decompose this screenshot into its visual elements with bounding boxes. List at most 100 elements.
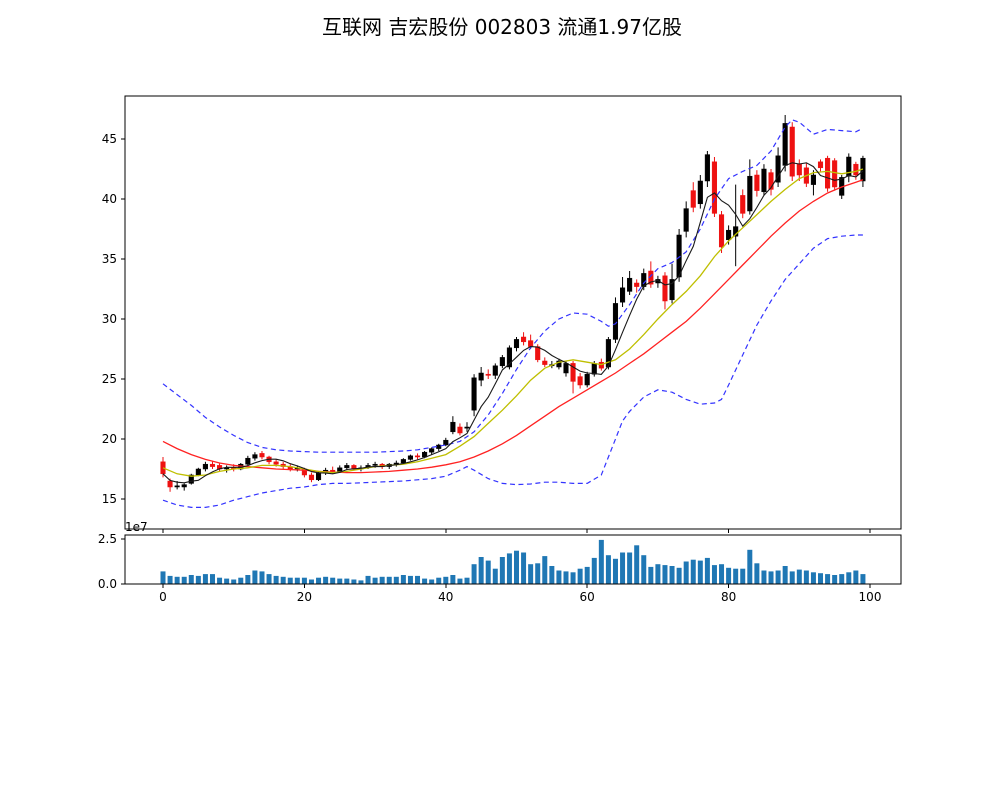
candle-body — [443, 439, 449, 446]
volume-bar — [832, 575, 838, 584]
volume-bar — [556, 570, 562, 584]
candle-body — [195, 468, 201, 476]
price-tick-label: 15 — [102, 492, 117, 506]
band-upper-line — [162, 119, 864, 453]
ma-mid-line — [162, 168, 864, 477]
volume-bar — [542, 556, 548, 584]
volume-bar — [740, 568, 746, 584]
candle-body — [407, 455, 413, 460]
candle-body — [273, 461, 279, 465]
volume-bar — [655, 564, 661, 584]
volume-bar — [810, 572, 816, 584]
volume-bar — [259, 571, 265, 584]
price-plot-content — [160, 115, 866, 508]
volume-bar — [506, 553, 512, 584]
volume-bar — [563, 571, 569, 584]
candle-body — [252, 454, 258, 459]
candle-body — [513, 339, 520, 349]
volume-bar — [853, 570, 859, 584]
volume-scale-label: 1e7 — [125, 520, 148, 534]
candle-body — [521, 336, 527, 343]
volume-axes-border — [124, 534, 902, 585]
volume-bar — [231, 579, 237, 584]
volume-bar — [733, 568, 739, 584]
volume-bar — [754, 563, 760, 584]
volume-bar — [627, 552, 633, 584]
volume-bar — [436, 577, 442, 584]
candle-body — [528, 340, 534, 347]
volume-bar — [450, 575, 456, 584]
candle-body — [810, 174, 816, 185]
volume-bar — [634, 545, 640, 584]
candle-body — [542, 360, 548, 365]
volume-bar — [704, 557, 710, 584]
candle-body — [344, 465, 350, 469]
volume-bar — [478, 557, 484, 584]
candle-body — [563, 363, 569, 374]
x-tick-label: 40 — [438, 590, 453, 604]
volume-bar — [775, 570, 781, 584]
candle-body — [605, 339, 611, 368]
volume-axes: 0 20 40 60 80 100 0.0 2.5 1e7 — [98, 520, 902, 604]
candle-body — [202, 463, 208, 470]
candle-body — [634, 282, 640, 287]
ma-long-line — [162, 179, 864, 474]
volume-bar — [294, 577, 300, 584]
price-tick-label: 35 — [102, 252, 117, 266]
volume-bar — [620, 552, 626, 584]
volume-bar — [492, 568, 498, 584]
x-tick-label: 60 — [580, 590, 595, 604]
volume-bar — [238, 577, 244, 584]
volume-bar — [202, 574, 208, 584]
candle-body — [174, 485, 180, 488]
volume-bar — [273, 575, 279, 584]
candle-body — [676, 234, 682, 278]
volume-bar — [372, 577, 378, 584]
candle-body — [669, 279, 675, 301]
volume-bar — [400, 575, 406, 584]
volume-bar — [393, 576, 399, 584]
volume-bar — [266, 574, 272, 584]
candle-body — [471, 377, 477, 411]
price-tick-label: 40 — [102, 192, 117, 206]
volume-bar — [422, 578, 428, 584]
volume-bar — [612, 558, 618, 584]
volume-bar — [803, 570, 809, 584]
candle-body — [662, 275, 668, 302]
volume-bar — [669, 566, 675, 584]
volume-plot-content — [160, 539, 866, 584]
candle-body — [478, 372, 484, 381]
volume-bar — [308, 579, 314, 584]
candle-body — [718, 214, 725, 248]
price-tick-label: 20 — [102, 432, 117, 446]
volume-bar — [761, 570, 767, 584]
price-tick-label: 30 — [102, 312, 117, 326]
volume-bar — [323, 576, 329, 584]
volume-bar — [174, 576, 180, 584]
volume-bar — [605, 555, 611, 584]
candle-body — [464, 426, 470, 429]
candle-body — [620, 287, 626, 303]
candle-body — [789, 126, 795, 177]
volume-bar — [676, 567, 682, 584]
volume-bar — [471, 564, 477, 584]
candle-body — [450, 421, 456, 433]
candle-body — [485, 373, 491, 376]
candle-body — [209, 463, 216, 467]
candle-body — [181, 484, 187, 488]
volume-bar — [598, 539, 604, 584]
volume-bar — [407, 575, 413, 584]
candle-body — [761, 168, 767, 193]
candle-body — [711, 161, 718, 214]
x-tick-label: 0 — [159, 590, 167, 604]
volume-bar — [316, 577, 322, 584]
candle-body — [817, 161, 824, 169]
volume-bar — [429, 579, 435, 584]
candle-body — [372, 463, 378, 466]
candle-body — [414, 455, 421, 458]
candle-body — [648, 270, 654, 285]
volume-bar — [217, 577, 223, 584]
volume-bar — [825, 574, 831, 584]
